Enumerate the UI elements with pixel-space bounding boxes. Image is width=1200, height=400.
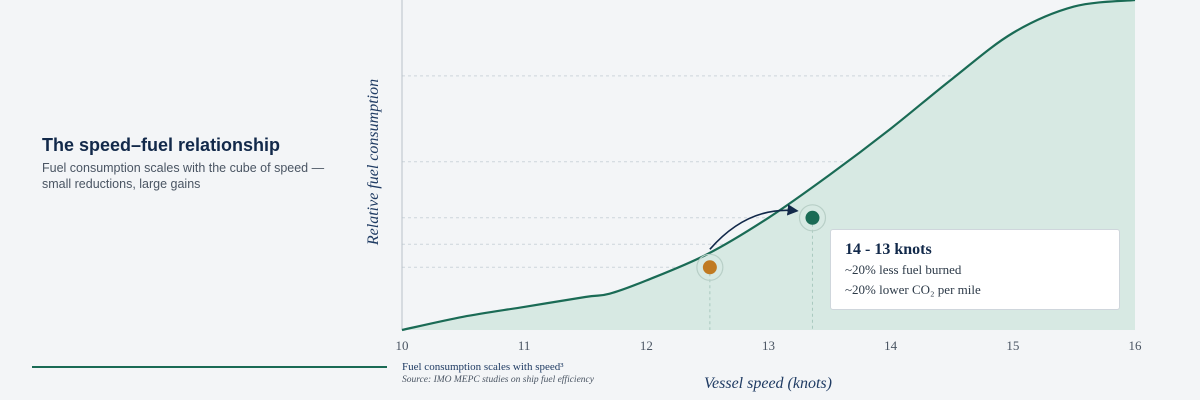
x-tick-label: 12 xyxy=(640,338,653,353)
legend-line xyxy=(32,366,387,368)
y-axis-label: Relative fuel consumption xyxy=(365,78,382,246)
callout-line-1: ~20% less fuel burned xyxy=(845,262,962,277)
series-line xyxy=(401,0,1136,332)
info-panel: The speed–fuel relationship Fuel consump… xyxy=(42,134,362,192)
transition-arrow xyxy=(709,204,799,250)
point-halo xyxy=(696,253,724,281)
x-tick-label: 11 xyxy=(518,338,531,353)
point-halo xyxy=(798,204,827,232)
chart-caption: Fuel consumption scales with speed³ Sour… xyxy=(402,360,594,387)
x-tick-label: 13 xyxy=(762,338,775,353)
panel-subtitle: Fuel consumption scales with the cube of… xyxy=(42,161,325,191)
callout-box: 14 - 13 knots ~20% less fuel burned ~20%… xyxy=(830,229,1120,310)
x-tick-label: 10 xyxy=(396,338,409,353)
x-tick-label: 16 xyxy=(1129,338,1143,353)
panel-title: The speed–fuel relationship xyxy=(42,135,281,155)
orange-data-point xyxy=(702,260,717,275)
green-data-point xyxy=(805,210,820,225)
x-tick-label: 15 xyxy=(1006,338,1019,353)
x-tick-label: 14 xyxy=(884,338,898,353)
x-axis-label: Vessel speed (knots) xyxy=(704,375,832,392)
callout-line-2: ~20% lower CO₂ per mile xyxy=(845,282,981,297)
caption-source: Source: IMO MEPC studies on ship fuel ef… xyxy=(402,375,594,385)
callout-title: 14 - 13 knots xyxy=(845,241,932,258)
caption-main: Fuel consumption scales with speed³ xyxy=(402,361,564,373)
